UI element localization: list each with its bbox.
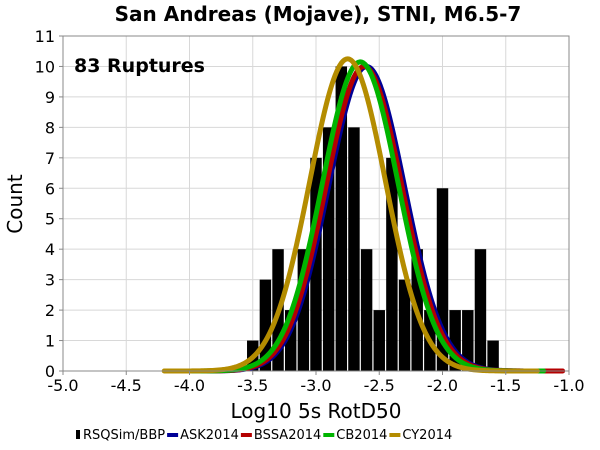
histogram-bar bbox=[348, 127, 360, 371]
x-tick-label: -1.5 bbox=[490, 376, 521, 395]
legend-swatch bbox=[389, 433, 401, 437]
histogram-bar bbox=[322, 127, 335, 371]
y-axis-label: Count bbox=[3, 174, 27, 234]
legend-label: ASK2014 bbox=[180, 428, 239, 443]
histogram-bar bbox=[360, 249, 373, 371]
legend-label: RSQSim/BBP bbox=[83, 428, 165, 443]
legend-swatch bbox=[240, 433, 252, 437]
histogram-bar bbox=[386, 157, 398, 371]
legend-swatch bbox=[76, 430, 80, 439]
histogram-bar bbox=[436, 188, 449, 371]
y-tick-label: 9 bbox=[45, 88, 55, 107]
histogram-bar bbox=[462, 310, 474, 371]
y-axis: 0 1 2 3 4 5 6 7 8 9 10 11 bbox=[35, 27, 63, 381]
x-tick-label: -5.0 bbox=[47, 376, 78, 395]
rupture-count-annotation: 83 Ruptures bbox=[74, 55, 205, 77]
y-tick-label: 0 bbox=[45, 362, 55, 381]
x-axis: -5.0 -4.5 -4.0 -3.5 -3.0 -2.5 -2.0 -1.5 -1.0 bbox=[47, 371, 585, 395]
x-axis-label: Log10 5s RotD50 bbox=[231, 399, 402, 423]
legend-label: CY2014 bbox=[402, 428, 452, 443]
y-tick-label: 8 bbox=[45, 118, 55, 137]
legend-swatch bbox=[167, 433, 179, 437]
x-tick-label: -4.5 bbox=[111, 376, 142, 395]
histogram-bar bbox=[335, 66, 348, 372]
x-tick-label: -2.5 bbox=[364, 376, 395, 395]
y-tick-label: 4 bbox=[45, 240, 55, 259]
y-tick-label: 5 bbox=[45, 210, 55, 229]
histogram-bar bbox=[284, 310, 297, 371]
x-tick-label: -2.0 bbox=[427, 376, 458, 395]
legend-label: BSSA2014 bbox=[254, 428, 321, 443]
histogram-bar bbox=[474, 249, 487, 371]
curve-cy2014 bbox=[161, 56, 540, 374]
histogram-bar bbox=[449, 310, 461, 371]
y-tick-label: 7 bbox=[45, 149, 55, 168]
chart-title: San Andreas (Mojave), STNI, M6.5-7 bbox=[115, 2, 522, 26]
y-tick-label: 3 bbox=[45, 271, 55, 290]
histogram-bar bbox=[310, 157, 322, 371]
histogram-bar bbox=[487, 340, 499, 371]
y-tick-label: 6 bbox=[45, 179, 55, 198]
x-tick-label: -3.5 bbox=[237, 376, 268, 395]
y-tick-label: 1 bbox=[45, 332, 55, 351]
y-tick-label: 10 bbox=[35, 57, 55, 76]
model-curves bbox=[161, 56, 566, 374]
histogram-bar bbox=[297, 249, 310, 371]
histogram-bar bbox=[373, 310, 385, 371]
histogram-bar bbox=[398, 279, 411, 371]
legend: RSQSim/BBP ASK2014 BSSA2014 CB2014 CY2014 bbox=[76, 428, 452, 443]
y-tick-label: 11 bbox=[35, 27, 55, 46]
x-tick-label: -4.0 bbox=[174, 376, 205, 395]
histogram-bar bbox=[259, 279, 272, 371]
legend-label: CB2014 bbox=[336, 428, 387, 443]
x-tick-label: -3.0 bbox=[300, 376, 331, 395]
y-tick-label: 2 bbox=[45, 301, 55, 320]
x-tick-label: -1.0 bbox=[553, 376, 584, 395]
legend-swatch bbox=[323, 433, 335, 437]
